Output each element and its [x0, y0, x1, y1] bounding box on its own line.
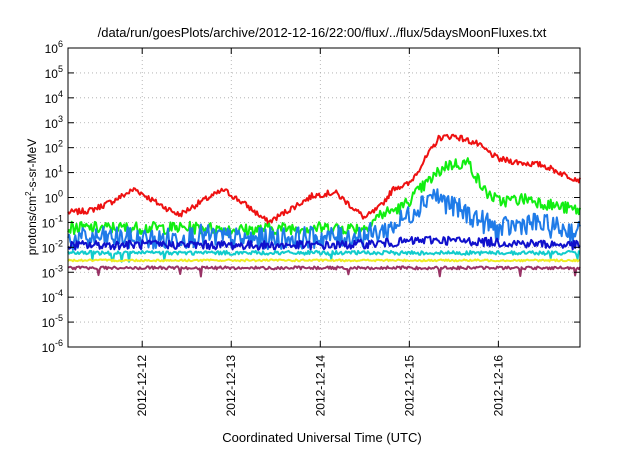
y-tick-label: 10-5	[42, 313, 63, 330]
y-tick-label: 10-4	[42, 288, 63, 305]
x-axis-label: Coordinated Universal Time (UTC)	[222, 430, 421, 445]
chart-title: /data/run/goesPlots/archive/2012-12-16/2…	[98, 25, 547, 40]
x-tick-label: 2012-12-16	[491, 355, 505, 417]
series-line-2	[67, 157, 581, 237]
y-tick-label: 10-3	[42, 263, 63, 280]
y-tick-label: 101	[45, 164, 63, 181]
y-axis-ticks: 10-6 10-5 10-4 10-3 10-2 10-1 100 101 102 103 104 1…	[42, 39, 580, 355]
x-tick-label: 2012-12-13	[224, 355, 238, 417]
y-axis-label: protons/cm2-s-sr-MeV	[24, 139, 39, 255]
x-axis-ticks: 2012-12-12 2012-12-13 2012-12-14 2012-12-15…	[135, 48, 505, 416]
series-line-1	[67, 133, 581, 226]
series-line-5	[67, 249, 581, 263]
series-line-3	[67, 188, 581, 251]
y-tick-label: 104	[45, 89, 63, 106]
y-tick-label: 105	[45, 64, 63, 81]
y-tick-label: 10-1	[42, 213, 63, 230]
x-tick-label: 2012-12-15	[402, 355, 416, 417]
x-tick-label: 2012-12-14	[313, 355, 327, 417]
y-tick-label: 10-2	[42, 238, 63, 255]
y-tick-label: 103	[45, 114, 63, 131]
y-tick-label: 102	[45, 139, 63, 156]
series-layer	[67, 133, 581, 278]
series-line-6	[67, 258, 581, 263]
y-tick-label: 100	[45, 189, 63, 206]
y-tick-label: 10-6	[42, 338, 63, 355]
y-tick-label: 106	[45, 39, 63, 56]
x-tick-label: 2012-12-12	[135, 355, 149, 417]
series-line-4	[67, 235, 581, 251]
series-line-7	[67, 265, 581, 278]
